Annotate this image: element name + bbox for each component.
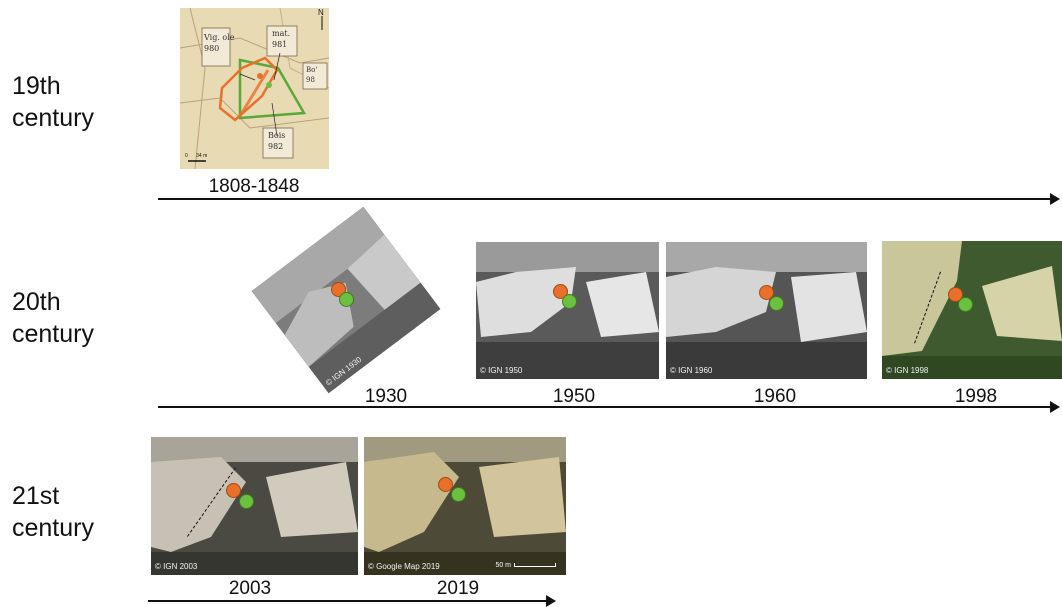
green-marker [339, 292, 354, 307]
orange-marker [759, 285, 774, 300]
year-label-1960: 1960 [753, 386, 797, 407]
north-arrow-label: N [318, 8, 324, 17]
parcel-label-981: mat. 981 [272, 29, 291, 49]
photo-credit-1950: © IGN 1950 [480, 366, 523, 375]
year-label-2003: 2003 [228, 578, 272, 599]
orange-marker [438, 477, 453, 492]
parcel-label-982: Bois 982 [268, 131, 286, 151]
green-marker [958, 297, 973, 312]
photo-credit-2019: © Google Map 2019 [368, 562, 440, 571]
green-marker [239, 494, 254, 509]
photo-credit-2003: © IGN 2003 [155, 562, 198, 571]
parcel-label-98: Bo' 98 [306, 66, 318, 84]
timeline-arrow-21st [148, 595, 556, 607]
aerial-photo-2019: © Google Map 2019 50 m [364, 437, 566, 575]
aerial-photo-1950: © IGN 1950 [476, 242, 659, 379]
green-marker [562, 294, 577, 309]
cadastral-map: Vig. ole 980 mat. 981 Bois 982 Bo' 98 N … [180, 8, 329, 169]
scale-bar: 50 m [495, 562, 556, 569]
map-scale-label: 0 34 m [185, 153, 208, 159]
century-label-20th: 20th century [12, 288, 94, 348]
parcel-label-980: Vig. ole 980 [204, 33, 235, 53]
photo-credit-1960: © IGN 1960 [670, 366, 713, 375]
green-marker [451, 487, 466, 502]
photo-credit-1998: © IGN 1998 [886, 366, 929, 375]
orange-marker [226, 483, 241, 498]
aerial-photo-1998: © IGN 1998 [882, 241, 1062, 379]
year-label-1930: 1930 [364, 386, 408, 407]
green-marker [769, 296, 784, 311]
scale-bar-line [514, 563, 556, 568]
timeline-arrow-19th [158, 193, 1060, 205]
scale-bar-label: 50 m [495, 562, 511, 569]
aerial-photo-2003: © IGN 2003 [151, 437, 358, 575]
aerial-photo-1960: © IGN 1960 [666, 242, 867, 379]
year-label-2019: 2019 [436, 578, 480, 599]
century-label-19th: 19th century [12, 72, 94, 132]
century-label-21st: 21st century [12, 482, 94, 542]
year-label-1950: 1950 [552, 386, 596, 407]
cadastral-map-drawing [180, 8, 329, 169]
year-label-1808-1848: 1808-1848 [208, 176, 300, 197]
year-label-1998: 1998 [954, 386, 998, 407]
timeline-arrow-20th [158, 401, 1060, 413]
